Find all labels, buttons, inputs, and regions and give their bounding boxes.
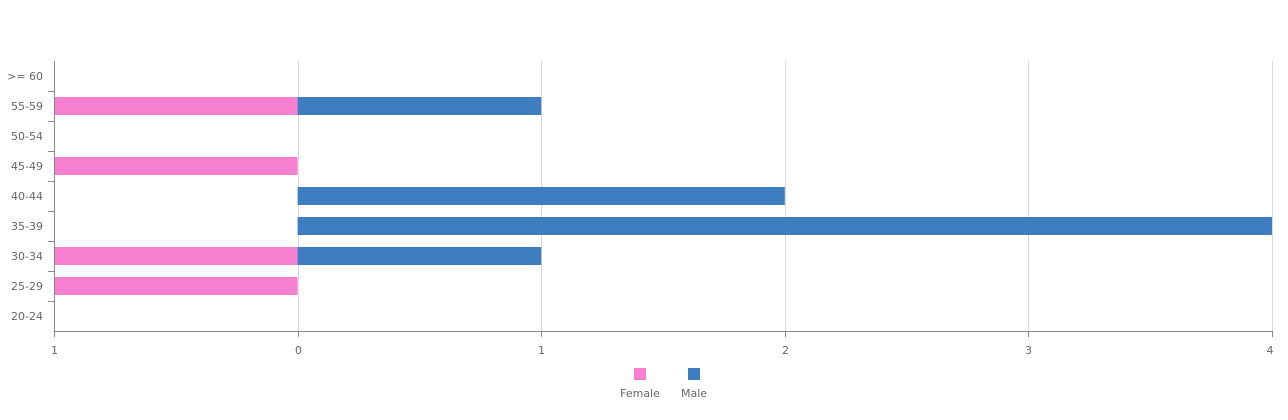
x-tick-label: 1 [538,344,545,357]
y-tick-label: 25-29 [11,280,43,293]
y-tick-label: 45-49 [11,160,43,173]
y-tick-label: 55-59 [11,100,43,113]
y-axis-ticks: >= 60 55-59 50-54 45-49 40-44 35-39 30-34 25-29… [7,70,54,323]
x-tick-label: 3 [1025,344,1032,357]
y-tick-label: 40-44 [11,190,43,203]
x-tick-label: 0 [295,344,302,357]
y-tick-label: 20-24 [11,310,43,323]
legend-swatch-male[interactable] [688,368,700,380]
x-tick-label: 2 [782,344,789,357]
legend-swatch-female[interactable] [634,368,646,380]
x-axis-ticks: 1 0 1 2 3 4 [51,331,1274,357]
y-tick-label: 30-34 [11,250,43,263]
bar-female-3[interactable] [54,157,298,175]
axes [54,61,1272,332]
bar-male-4[interactable] [297,187,785,205]
bar-male-1[interactable] [297,97,542,115]
legend-label-female[interactable]: Female [620,387,660,400]
legend: Female Male [620,368,707,400]
legend-label-male[interactable]: Male [681,387,707,400]
x-tick-label: 1 [51,344,58,357]
y-tick-label: 50-54 [11,130,43,143]
bar-male-5[interactable] [297,217,1273,235]
y-tick-label: 35-39 [11,220,43,233]
x-tick-label: 4 [1267,344,1274,357]
bar-female-7[interactable] [54,277,298,295]
bar-female-6[interactable] [54,247,298,265]
bar-female-1[interactable] [54,97,298,115]
bars [54,97,1273,295]
bar-male-6[interactable] [297,247,542,265]
grid-lines [298,61,1273,331]
y-tick-label: >= 60 [7,70,43,83]
